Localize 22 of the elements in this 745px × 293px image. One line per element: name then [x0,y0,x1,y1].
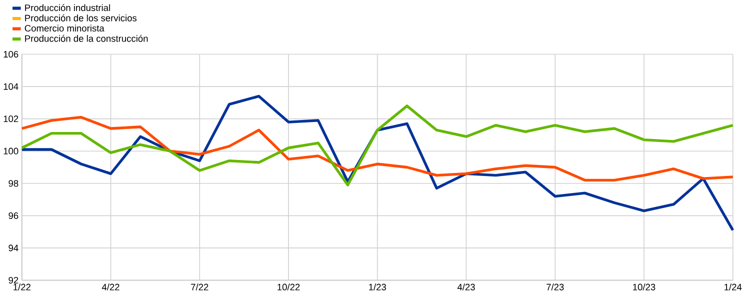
x-tick-label: 1/22 [14,283,30,290]
legend-label: Comercio minorista [24,24,104,32]
y-tick-label: 92 [8,276,18,284]
line-series [20,116,734,182]
x-tick-label: 1/23 [369,283,386,290]
legend-label: Producción de la construcción [25,34,148,42]
y-tick-label: 100 [4,148,18,154]
y-tick-label: 96 [8,212,18,219]
legend-label: Producción de los servicios [25,14,137,22]
legend-label: Producción industrial [25,4,110,11]
y-tick-label: 94 [8,244,18,252]
y-tick-label: 98 [8,180,18,186]
y-tick-label: 104 [4,83,18,90]
y-tick-label: 102 [4,115,18,122]
x-tick-label: 10/22 [278,283,300,290]
x-tick-label: 7/23 [546,283,564,290]
y-tick-label: 106 [4,50,18,58]
x-tick-label: 4/22 [102,283,120,290]
x-tick-label: 1/24 [724,283,742,290]
x-tick-label: 10/23 [633,283,656,290]
x-tick-label: 7/22 [191,283,208,290]
x-tick-label: 4/23 [457,283,475,290]
